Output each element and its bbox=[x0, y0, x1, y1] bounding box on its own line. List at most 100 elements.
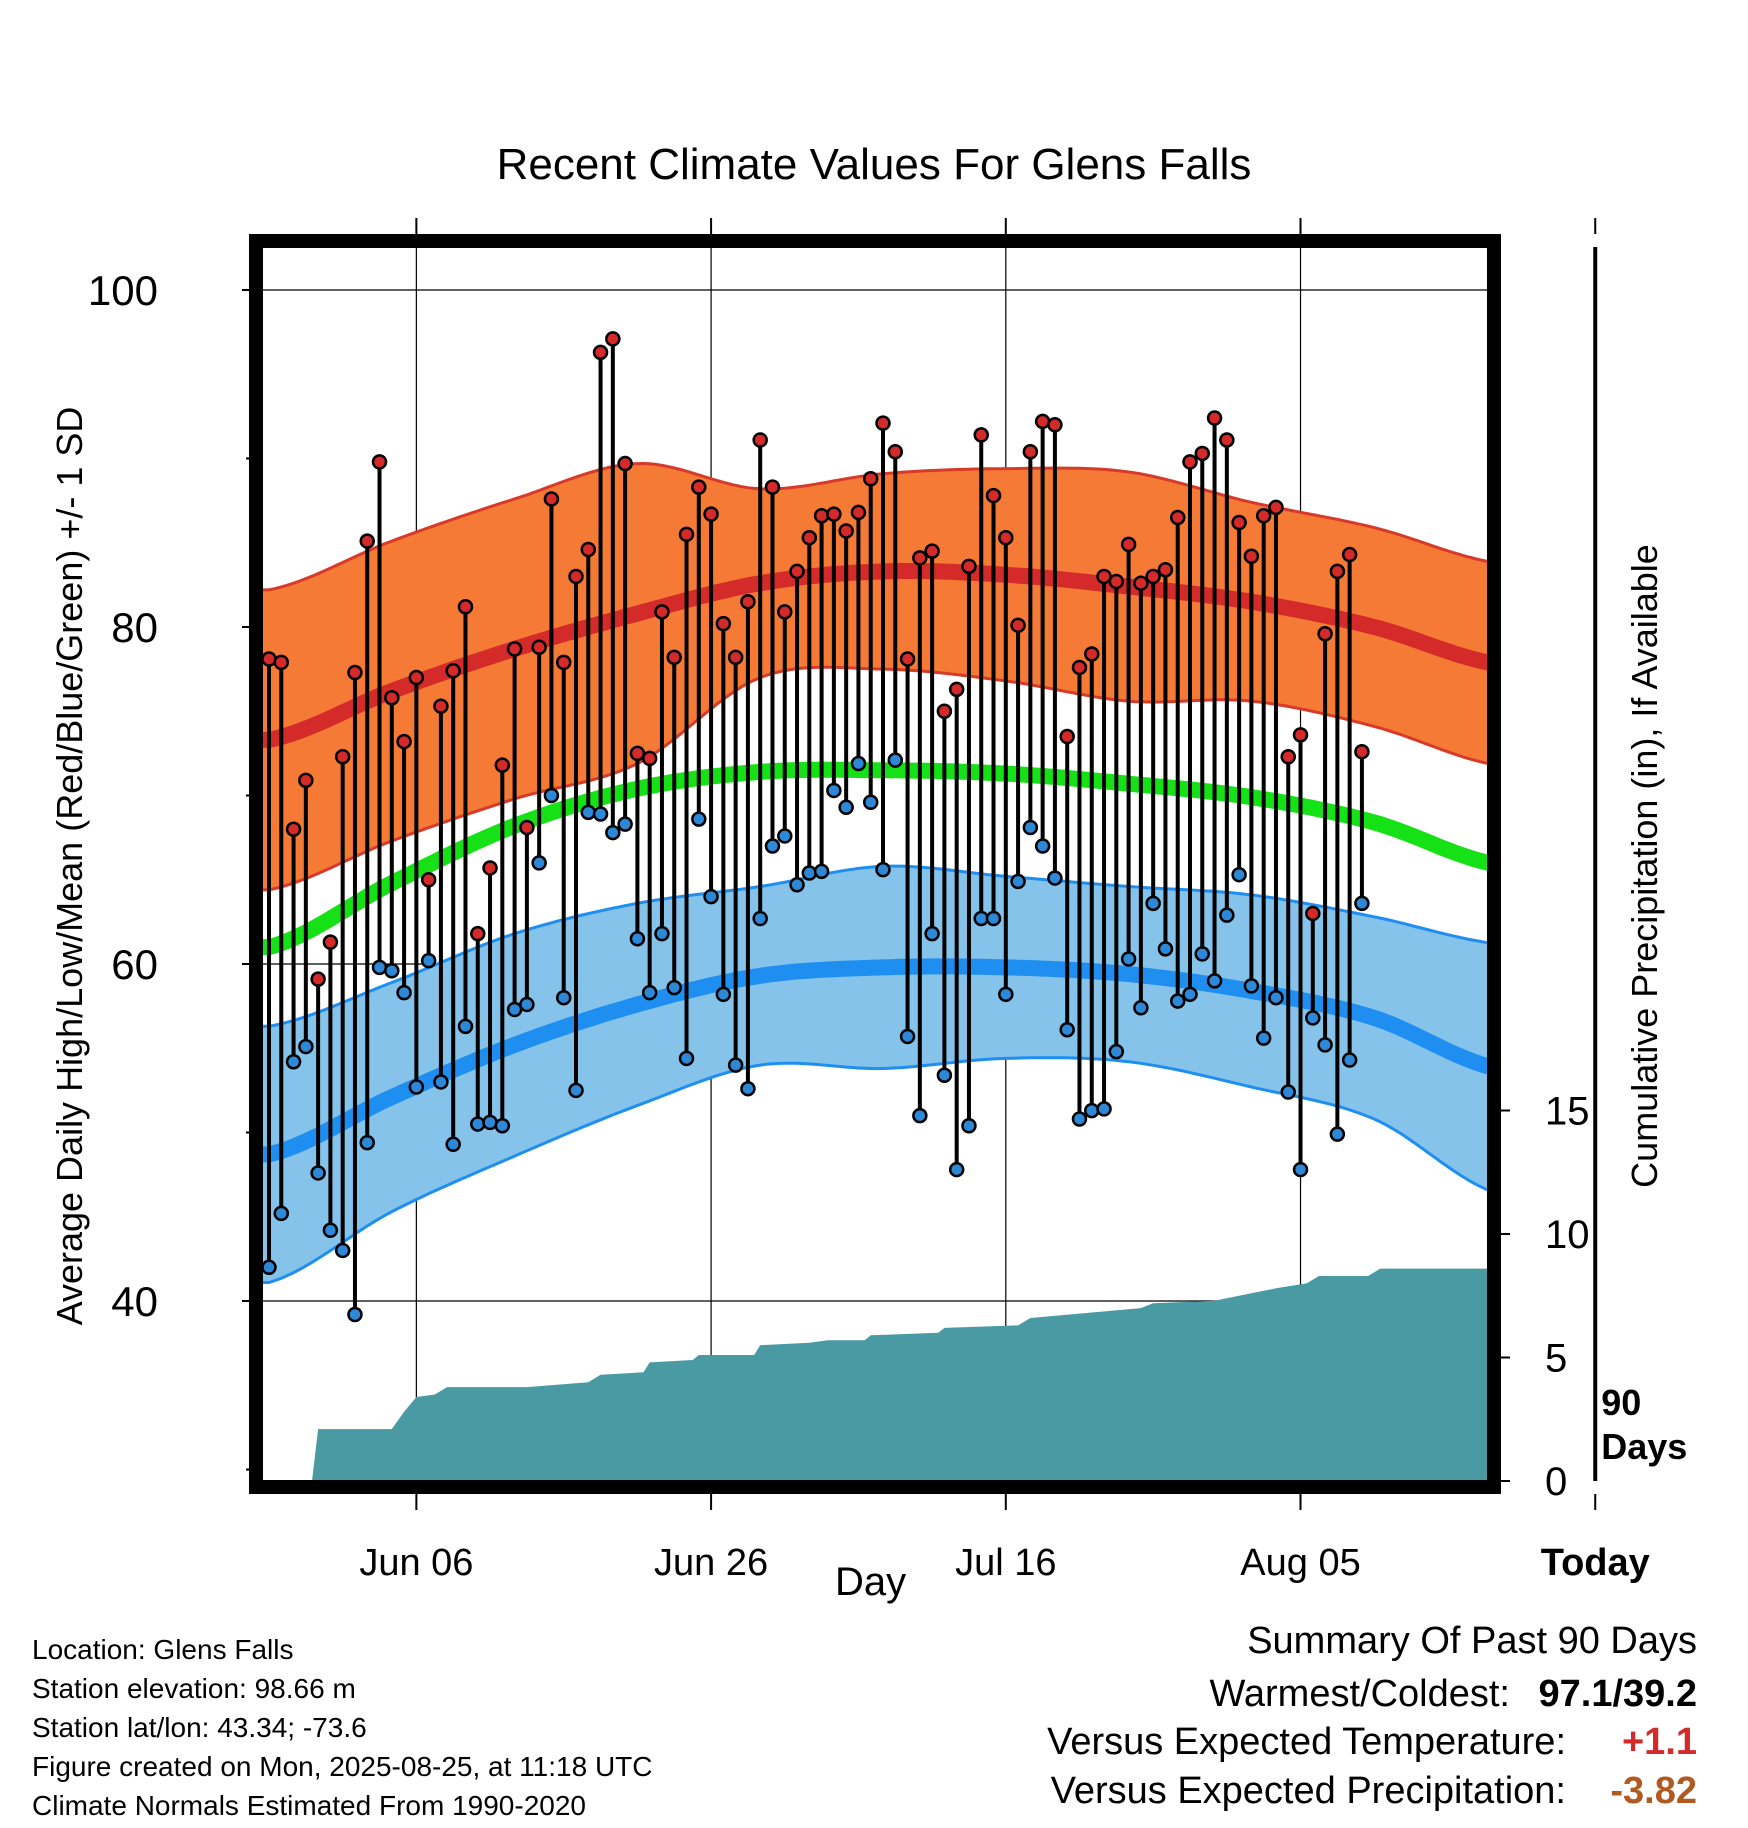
daily-high-point bbox=[555, 654, 572, 671]
daily-low-point bbox=[1022, 819, 1039, 836]
daily-high-point bbox=[396, 733, 412, 750]
daily-low-point bbox=[592, 806, 609, 822]
precipitation-area bbox=[269, 1268, 1488, 1481]
daily-low-point bbox=[924, 925, 940, 942]
daily-low-point bbox=[1341, 1052, 1358, 1068]
daily-low-point bbox=[1255, 1030, 1272, 1046]
daily-range-stems bbox=[267, 338, 1364, 1315]
daily-low-point bbox=[752, 910, 768, 927]
daily-high-point bbox=[850, 504, 867, 521]
daily-low-point bbox=[703, 888, 719, 905]
summary-precipitation-value: -3.82 bbox=[1610, 1770, 1697, 1812]
daily-high-point bbox=[273, 654, 290, 671]
daily-high-point bbox=[494, 757, 511, 773]
daily-low-point bbox=[1010, 873, 1026, 890]
daily-low-point bbox=[1329, 1126, 1346, 1142]
daily-low-point bbox=[912, 1107, 928, 1124]
daily-high-point bbox=[285, 821, 302, 837]
daily-low-point bbox=[875, 861, 891, 878]
daily-low-point bbox=[715, 986, 732, 1003]
daily-low-point bbox=[384, 962, 400, 979]
daily-high-point bbox=[998, 529, 1014, 546]
daily-high-point bbox=[617, 455, 633, 472]
daily-high-point bbox=[1145, 568, 1161, 585]
daily-high-point bbox=[1305, 905, 1321, 922]
daily-high-point bbox=[912, 550, 928, 566]
daily-low-point bbox=[1231, 866, 1247, 883]
daily-low-point bbox=[568, 1082, 584, 1099]
daily-low-point bbox=[801, 865, 818, 881]
daily-low-point bbox=[1059, 1021, 1075, 1038]
daily-high-point bbox=[1047, 417, 1063, 433]
footer-elevation: Station elevation: 98.66 m bbox=[32, 1673, 356, 1704]
daily-high-point bbox=[298, 772, 314, 789]
daily-high-point bbox=[1059, 728, 1075, 745]
daily-high-point bbox=[506, 641, 523, 657]
daily-high-point bbox=[948, 681, 965, 698]
daily-high-point bbox=[826, 506, 842, 522]
daily-low-point bbox=[641, 984, 658, 1001]
daily-low-point bbox=[531, 855, 547, 871]
y-left-tick-label: 80 bbox=[111, 604, 158, 651]
y-left-tick-label: 40 bbox=[111, 1278, 158, 1325]
plot-frame bbox=[249, 234, 1501, 1494]
footer-location: Location: Glens Falls bbox=[32, 1634, 294, 1665]
x-tick-label: Jun 26 bbox=[654, 1542, 768, 1584]
daily-low-point bbox=[1157, 941, 1174, 957]
daily-low-point bbox=[1145, 895, 1161, 912]
x-axis-label: Day bbox=[835, 1560, 907, 1604]
daily-low-point bbox=[494, 1118, 511, 1134]
daily-high-point bbox=[1010, 617, 1026, 634]
daily-low-point bbox=[1268, 989, 1284, 1006]
y-axis-left-label: Average Daily High/Low/Mean (Red/Blue/Gr… bbox=[49, 406, 90, 1326]
daily-low-point bbox=[826, 782, 842, 799]
daily-low-point bbox=[727, 1057, 744, 1073]
daily-high-point bbox=[666, 649, 682, 666]
daily-low-point bbox=[285, 1053, 302, 1070]
daily-high-point bbox=[678, 526, 695, 543]
daily-high-point bbox=[752, 432, 768, 448]
daily-high-point bbox=[703, 506, 719, 522]
today-days-label: Days bbox=[1601, 1426, 1687, 1467]
y-right-tick-label: 10 bbox=[1545, 1213, 1590, 1257]
daily-high-point bbox=[580, 541, 597, 558]
daily-low-point bbox=[605, 824, 621, 841]
summary-temperature-value: +1.1 bbox=[1621, 1721, 1697, 1763]
daily-high-point bbox=[801, 529, 818, 546]
daily-high-point bbox=[1194, 445, 1211, 462]
daily-high-point bbox=[384, 690, 400, 706]
y-right-tick-label: 15 bbox=[1545, 1090, 1590, 1134]
daily-low-point bbox=[691, 811, 707, 827]
daily-high-point bbox=[691, 479, 707, 495]
daily-high-point bbox=[764, 479, 781, 495]
daily-low-point bbox=[654, 925, 670, 942]
daily-high-point bbox=[310, 971, 326, 987]
daily-low-point bbox=[678, 1050, 695, 1067]
x-tick-label: Aug 05 bbox=[1240, 1542, 1360, 1584]
daily-low-point bbox=[359, 1134, 375, 1151]
x-tick-label: Jun 06 bbox=[359, 1542, 473, 1584]
footer-created: Figure created on Mon, 2025-08-25, at 11… bbox=[32, 1751, 653, 1782]
daily-low-point bbox=[1206, 973, 1223, 989]
daily-high-point bbox=[862, 470, 879, 487]
daily-high-point bbox=[347, 664, 363, 681]
daily-high-point bbox=[1034, 413, 1051, 430]
daily-low-point bbox=[948, 1161, 965, 1178]
daily-low-point bbox=[482, 1114, 498, 1131]
daily-low-point bbox=[1133, 1000, 1149, 1016]
daily-high-point bbox=[1157, 561, 1174, 578]
daily-high-point bbox=[543, 491, 560, 507]
daily-high-point bbox=[838, 523, 854, 539]
daily-high-point bbox=[1255, 508, 1272, 524]
daily-high-point bbox=[727, 649, 744, 666]
summary-precipitation-label: Versus Expected Precipitation: bbox=[1050, 1770, 1566, 1812]
daily-low-point bbox=[457, 1018, 474, 1035]
daily-high-point bbox=[777, 604, 793, 620]
daily-low-point bbox=[887, 752, 904, 768]
daily-low-point bbox=[961, 1118, 977, 1134]
daily-low-point bbox=[543, 787, 560, 804]
daily-low-point bbox=[433, 1074, 449, 1090]
daily-high-point bbox=[359, 533, 375, 549]
daily-high-point bbox=[985, 487, 1002, 504]
